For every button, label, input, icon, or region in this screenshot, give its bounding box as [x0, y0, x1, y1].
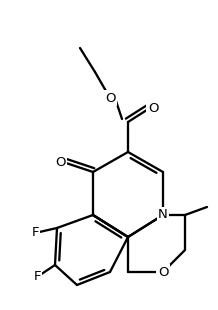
Text: O: O: [55, 156, 65, 169]
Text: F: F: [33, 271, 41, 284]
Text: N: N: [158, 209, 168, 222]
Text: O: O: [158, 265, 168, 278]
Text: F: F: [31, 227, 39, 240]
Text: O: O: [105, 91, 115, 104]
Text: O: O: [148, 101, 158, 114]
